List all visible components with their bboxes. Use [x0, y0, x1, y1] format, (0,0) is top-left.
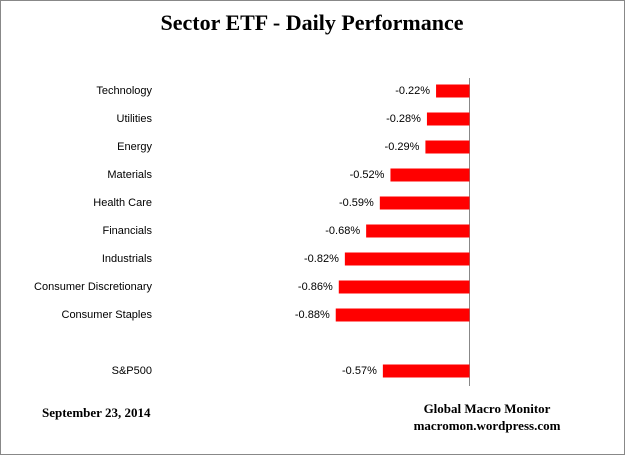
category-label: Health Care [93, 197, 152, 209]
bar [426, 112, 470, 126]
bar [382, 364, 470, 378]
category-label: Industrials [102, 253, 153, 265]
bar [338, 280, 470, 294]
value-label: -0.28% [386, 113, 421, 125]
value-label: -0.82% [304, 253, 339, 265]
source-url: macromon.wordpress.com [414, 418, 561, 433]
category-label: Technology [96, 85, 152, 97]
value-label: -0.59% [339, 197, 374, 209]
date-note: September 23, 2014 [42, 405, 151, 420]
value-label: -0.29% [385, 141, 420, 153]
value-label: -0.22% [395, 85, 430, 97]
category-label: Consumer Discretionary [34, 281, 152, 293]
bar [335, 308, 470, 322]
category-label: Financials [102, 225, 152, 237]
source-note: Global Macro Monitor [424, 401, 551, 416]
category-label: Energy [117, 141, 152, 153]
value-label: -0.57% [342, 365, 377, 377]
category-label: S&P500 [112, 365, 152, 377]
bar [366, 224, 470, 238]
bar [379, 196, 470, 210]
bar [425, 140, 470, 154]
bar [344, 252, 470, 266]
bar [436, 84, 470, 98]
bar [390, 168, 470, 182]
category-label: Consumer Staples [62, 309, 153, 321]
category-label: Utilities [117, 113, 153, 125]
chart-title: Sector ETF - Daily Performance [160, 10, 463, 35]
value-label: -0.68% [325, 225, 360, 237]
value-label: -0.52% [350, 169, 385, 181]
value-label: -0.86% [298, 281, 333, 293]
category-label: Materials [107, 169, 152, 181]
value-label: -0.88% [295, 309, 330, 321]
